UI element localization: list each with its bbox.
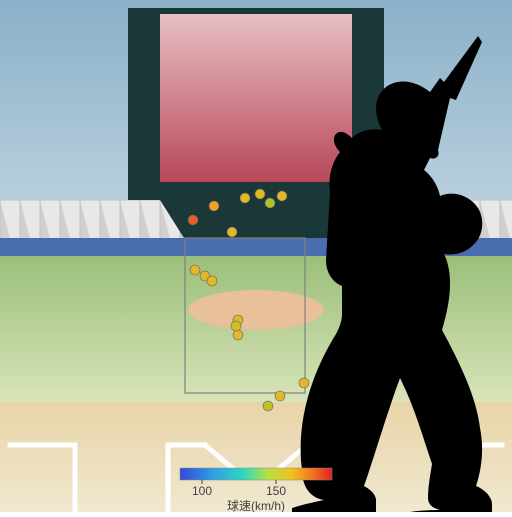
colorbar-tick-label: 100 [192,484,212,498]
pitch-marker [275,391,285,401]
colorbar [180,468,332,480]
pitch-marker [263,401,273,411]
chart-svg: 100 150 球速(km/h) [0,0,512,512]
colorbar-label: 球速(km/h) [227,499,285,512]
pitch-marker [209,201,219,211]
pitch-marker [233,330,243,340]
pitch-marker [227,227,237,237]
colorbar-tick-label: 150 [266,484,286,498]
pitch-marker [190,265,200,275]
pitch-marker [299,378,309,388]
scoreboard-screen [160,14,352,182]
pitch-marker [277,191,287,201]
pitch-marker [207,276,217,286]
pitchers-mound [188,290,324,330]
pitch-marker [231,321,241,331]
pitch-marker [240,193,250,203]
pitch-marker [188,215,198,225]
pitch-marker [255,189,265,199]
pitch-location-chart: 100 150 球速(km/h) [0,0,512,512]
pitch-marker [265,198,275,208]
